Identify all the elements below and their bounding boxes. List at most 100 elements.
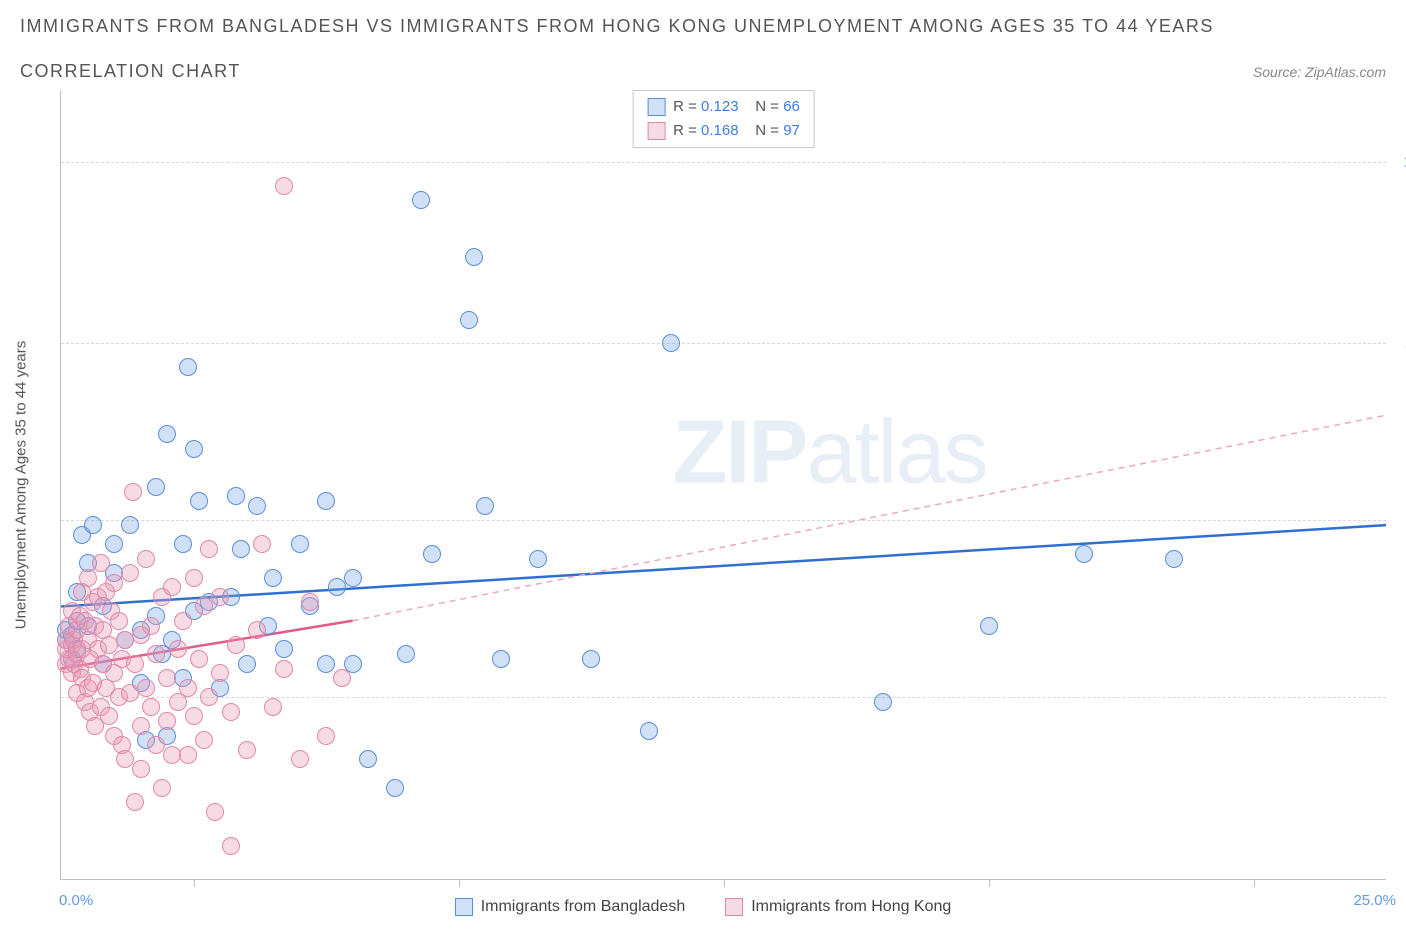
scatter-point xyxy=(190,650,208,668)
scatter-point xyxy=(169,640,187,658)
scatter-point xyxy=(423,545,441,563)
scatter-point xyxy=(84,516,102,534)
scatter-point xyxy=(232,540,250,558)
scatter-point xyxy=(275,177,293,195)
scatter-point xyxy=(529,550,547,568)
scatter-point xyxy=(397,645,415,663)
scatter-point xyxy=(291,535,309,553)
scatter-point xyxy=(248,621,266,639)
scatter-point xyxy=(211,664,229,682)
scatter-point xyxy=(1165,550,1183,568)
x-tick xyxy=(1254,879,1255,887)
scatter-point xyxy=(253,535,271,553)
scatter-point xyxy=(137,679,155,697)
scatter-point xyxy=(412,191,430,209)
y-tick-label: 15.0% xyxy=(1391,153,1406,170)
y-tick-label: 7.5% xyxy=(1391,512,1406,529)
plot-area: 3.8%7.5%11.2%15.0% xyxy=(61,90,1386,879)
chart-area: ZIPatlas 3.8%7.5%11.2%15.0% Unemployment… xyxy=(60,90,1386,880)
scatter-point xyxy=(222,837,240,855)
scatter-point xyxy=(147,645,165,663)
scatter-point xyxy=(291,750,309,768)
scatter-point xyxy=(195,597,213,615)
scatter-point xyxy=(328,578,346,596)
x-tick xyxy=(459,879,460,887)
scatter-point xyxy=(185,707,203,725)
scatter-point xyxy=(179,679,197,697)
scatter-point xyxy=(124,483,142,501)
scatter-point xyxy=(195,731,213,749)
scatter-point xyxy=(200,688,218,706)
scatter-point xyxy=(227,636,245,654)
y-axis-label: Unemployment Among Ages 35 to 44 years xyxy=(13,340,30,629)
scatter-point xyxy=(153,779,171,797)
scatter-point xyxy=(980,617,998,635)
scatter-point xyxy=(142,698,160,716)
scatter-point xyxy=(158,425,176,443)
trend-lines xyxy=(61,90,1386,879)
scatter-point xyxy=(126,655,144,673)
scatter-point xyxy=(110,612,128,630)
scatter-point xyxy=(100,707,118,725)
scatter-point xyxy=(386,779,404,797)
legend-swatch-blue xyxy=(647,98,665,116)
scatter-point xyxy=(264,698,282,716)
gridline xyxy=(61,343,1386,344)
legend-box: R = 0.123 N = 66 R = 0.168 N = 97 xyxy=(632,90,815,148)
scatter-point xyxy=(275,640,293,658)
scatter-point xyxy=(179,746,197,764)
scatter-point xyxy=(158,669,176,687)
scatter-point xyxy=(662,334,680,352)
legend-item-bangladesh: Immigrants from Bangladesh xyxy=(455,898,686,916)
scatter-point xyxy=(222,703,240,721)
scatter-point xyxy=(333,669,351,687)
scatter-point xyxy=(275,660,293,678)
scatter-point xyxy=(185,569,203,587)
legend-row: R = 0.123 N = 66 xyxy=(647,95,800,119)
scatter-point xyxy=(163,578,181,596)
scatter-point xyxy=(344,569,362,587)
y-tick-label: 3.8% xyxy=(1391,689,1406,706)
x-tick xyxy=(989,879,990,887)
scatter-point xyxy=(874,693,892,711)
scatter-point xyxy=(492,650,510,668)
legend-row: R = 0.168 N = 97 xyxy=(647,119,800,143)
scatter-point xyxy=(317,655,335,673)
scatter-point xyxy=(79,569,97,587)
scatter-point xyxy=(137,550,155,568)
scatter-point xyxy=(105,574,123,592)
scatter-point xyxy=(317,492,335,510)
scatter-point xyxy=(227,487,245,505)
scatter-point xyxy=(121,516,139,534)
scatter-point xyxy=(132,760,150,778)
scatter-point xyxy=(185,440,203,458)
scatter-point xyxy=(465,248,483,266)
gridline xyxy=(61,520,1386,521)
scatter-point xyxy=(142,617,160,635)
scatter-point xyxy=(317,727,335,745)
chart-subtitle: CORRELATION CHART xyxy=(20,61,241,82)
bottom-legend: Immigrants from Bangladesh Immigrants fr… xyxy=(0,898,1406,916)
legend-item-hongkong: Immigrants from Hong Kong xyxy=(725,898,951,916)
scatter-point xyxy=(640,722,658,740)
scatter-point xyxy=(238,655,256,673)
scatter-point xyxy=(460,311,478,329)
scatter-point xyxy=(105,535,123,553)
scatter-point xyxy=(264,569,282,587)
scatter-point xyxy=(190,492,208,510)
trend-line xyxy=(353,415,1387,621)
scatter-point xyxy=(248,497,266,515)
gridline xyxy=(61,162,1386,163)
scatter-point xyxy=(200,540,218,558)
scatter-point xyxy=(359,750,377,768)
chart-title: IMMIGRANTS FROM BANGLADESH VS IMMIGRANTS… xyxy=(0,0,1406,37)
scatter-point xyxy=(174,612,192,630)
scatter-point xyxy=(238,741,256,759)
legend-swatch-pink xyxy=(725,898,743,916)
scatter-point xyxy=(121,564,139,582)
scatter-point xyxy=(301,593,319,611)
source-label: Source: ZipAtlas.com xyxy=(1253,64,1386,80)
scatter-point xyxy=(126,793,144,811)
scatter-point xyxy=(1075,545,1093,563)
scatter-point xyxy=(206,803,224,821)
